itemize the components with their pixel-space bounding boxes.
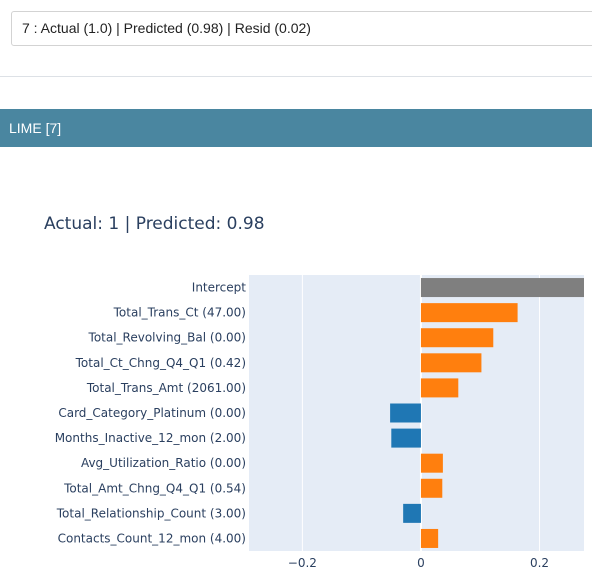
bars	[390, 278, 584, 548]
y-tick-label: Total_Trans_Amt (2061.00)	[86, 381, 246, 395]
bar-feature	[420, 378, 459, 398]
y-tick-label: Total_Ct_Chng_Q4_Q1 (0.42)	[75, 356, 246, 370]
lime-chart: Actual: 1 | Predicted: 0.98 Intercept Tot…	[44, 214, 584, 569]
y-tick-label: Contacts_Count_12_mon (4.00)	[58, 531, 246, 545]
y-tick-label: Card_Category_Platinum (0.00)	[58, 406, 246, 420]
bar-feature	[391, 428, 421, 448]
bar-feature	[420, 353, 482, 373]
x-tick-label: 0.2	[530, 556, 549, 569]
bar-intercept	[420, 278, 584, 298]
y-tick-label: Total_Trans_Ct (47.00)	[113, 306, 246, 320]
chart-title: Actual: 1 | Predicted: 0.98	[44, 214, 265, 234]
bar-feature	[390, 403, 421, 423]
x-tick-label: −0.2	[288, 556, 317, 569]
row-selector-dropdown[interactable]: 7 : Actual (1.0) | Predicted (0.98) | Re…	[11, 11, 592, 46]
bar-feature	[420, 478, 443, 498]
y-tick-labels: Intercept Total_Trans_Ct (47.00) Total_Rev…	[55, 281, 247, 546]
y-tick-label: Intercept	[192, 281, 247, 295]
x-tick-label: 0	[417, 556, 425, 569]
divider	[0, 76, 592, 77]
y-tick-label: Total_Revolving_Bal (0.00)	[88, 331, 246, 345]
bar-feature	[420, 528, 439, 548]
bar-feature	[420, 328, 494, 348]
y-tick-label: Avg_Utilization_Ratio (0.00)	[81, 456, 246, 470]
y-tick-label: Total_Amt_Chng_Q4_Q1 (0.54)	[63, 481, 246, 495]
bar-feature	[420, 453, 443, 473]
y-tick-label: Months_Inactive_12_mon (2.00)	[55, 431, 246, 445]
bar-feature	[420, 303, 518, 323]
bar-feature	[403, 503, 421, 523]
panel-header: LIME [7]	[0, 109, 592, 147]
y-tick-label: Total_Relationship_Count (3.00)	[56, 506, 246, 520]
x-tick-labels: −0.2 0 0.2	[288, 556, 549, 569]
